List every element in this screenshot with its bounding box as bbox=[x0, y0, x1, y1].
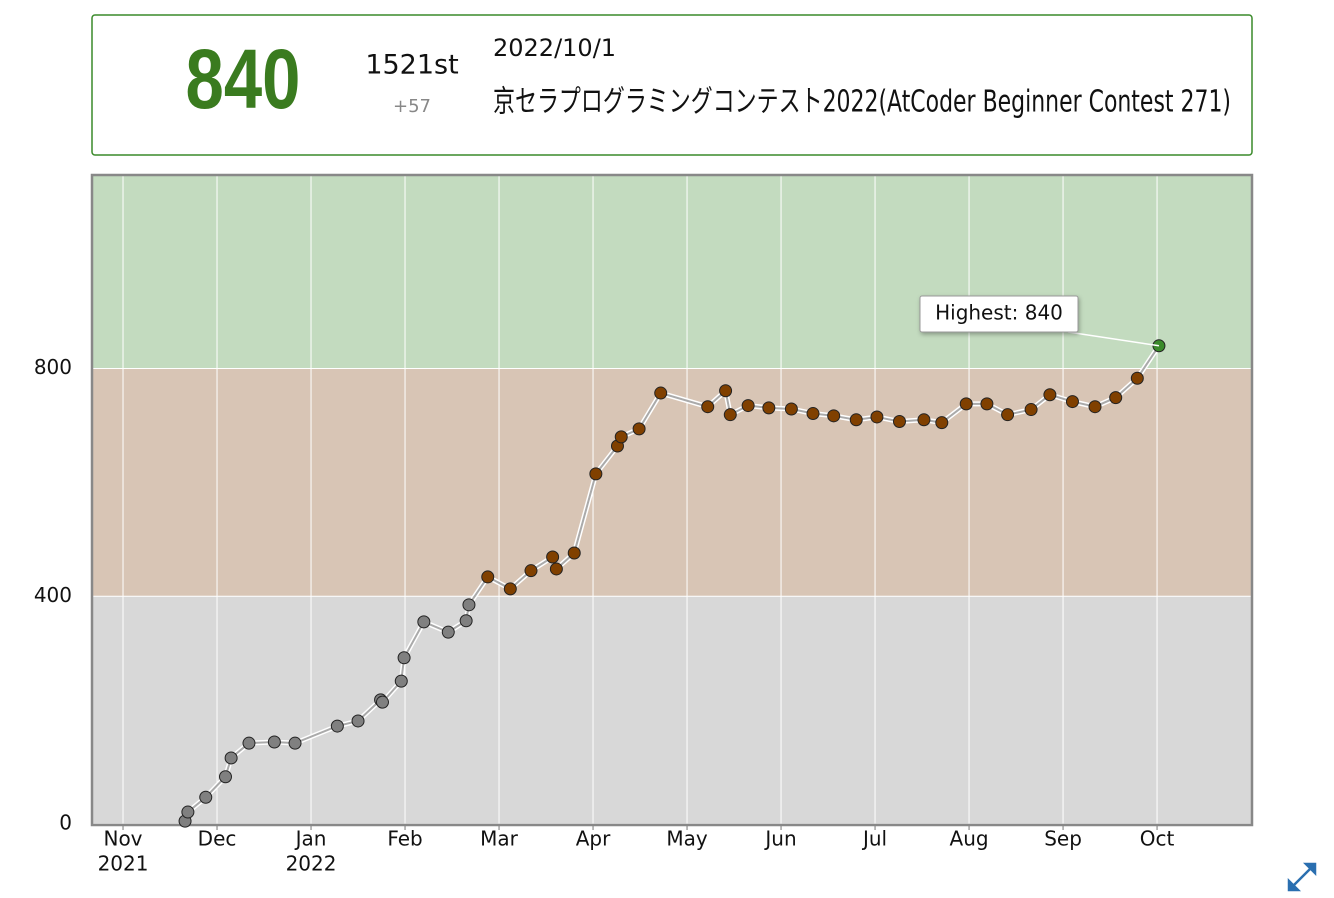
rating-point bbox=[199, 790, 213, 804]
rating-point bbox=[397, 651, 411, 665]
rating-point bbox=[394, 674, 408, 688]
y-tick-label: 800 bbox=[34, 355, 72, 379]
rating-point bbox=[242, 736, 256, 750]
rating-point bbox=[567, 546, 581, 560]
contest-name: 京セラプログラミングコンテスト2022(AtCoder Beginner Con… bbox=[493, 85, 1231, 120]
rating-point bbox=[462, 598, 476, 612]
rating-point bbox=[224, 751, 238, 765]
rating-point bbox=[441, 625, 455, 639]
rating-point bbox=[827, 409, 841, 423]
rating-point bbox=[741, 399, 755, 413]
rating-point bbox=[1065, 395, 1079, 409]
x-tick-label: Mar bbox=[480, 827, 519, 851]
x-tick-label: Nov bbox=[103, 827, 142, 851]
annotation-text: Highest: 840 bbox=[935, 301, 1063, 325]
rating-point bbox=[1109, 391, 1123, 405]
status-box bbox=[91, 14, 1253, 156]
x-tick-label: Dec bbox=[198, 827, 237, 851]
rating-point bbox=[503, 582, 517, 596]
x-tick-label: Feb bbox=[387, 827, 422, 851]
rating-point bbox=[723, 408, 737, 422]
x-tick-label: Jun bbox=[763, 827, 796, 851]
annotation-box bbox=[919, 295, 1079, 333]
rating-point bbox=[351, 714, 365, 728]
rating: 840 bbox=[186, 33, 301, 127]
contest-date: 2022/10/1 bbox=[493, 34, 616, 62]
x-tick-label: Jul bbox=[861, 827, 887, 851]
rating-point bbox=[1088, 400, 1102, 414]
x-tick-label: Sep bbox=[1044, 827, 1082, 851]
rating-band bbox=[92, 175, 1252, 369]
rating-point bbox=[719, 384, 733, 398]
rating-point bbox=[654, 386, 668, 400]
rating-point bbox=[481, 570, 495, 584]
rating-point bbox=[784, 402, 798, 416]
x-tick-label: May bbox=[666, 827, 708, 851]
rating-point bbox=[614, 430, 628, 444]
rating-point bbox=[524, 564, 538, 578]
rating-diff: +57 bbox=[393, 96, 431, 117]
rating-band bbox=[92, 596, 1252, 824]
rating-point bbox=[917, 413, 931, 427]
rating-point bbox=[1130, 371, 1144, 385]
rating-point bbox=[267, 735, 281, 749]
plot: 0 400 800 Nov Dec Jan Feb Mar Apr May Jun Jul Aug Sep… bbox=[34, 173, 1254, 876]
expand-icon[interactable] bbox=[1287, 862, 1317, 892]
rating-point bbox=[892, 415, 906, 429]
rating-point bbox=[288, 736, 302, 750]
x-year-label: 2021 bbox=[98, 852, 149, 876]
rating-point bbox=[935, 416, 949, 430]
rating-point bbox=[181, 805, 195, 819]
rating-point bbox=[762, 401, 776, 415]
rating-point bbox=[417, 615, 431, 629]
x-tick-label: Jan bbox=[294, 827, 327, 851]
x-year-label: 2022 bbox=[286, 852, 337, 876]
rating-point bbox=[330, 719, 344, 733]
x-tick-label: Aug bbox=[950, 827, 989, 851]
rating-point bbox=[1024, 403, 1038, 417]
rating-point bbox=[589, 467, 603, 481]
rating-point bbox=[806, 407, 820, 421]
rating-point bbox=[849, 413, 863, 427]
rating-point bbox=[701, 400, 715, 414]
y-tick-label: 0 bbox=[59, 811, 72, 835]
rank: 1521st bbox=[365, 50, 458, 81]
plot-frame bbox=[90, 173, 1254, 827]
rating-point bbox=[959, 397, 973, 411]
rating-point bbox=[375, 695, 389, 709]
rating-point bbox=[632, 422, 646, 436]
y-tick-label: 400 bbox=[34, 583, 72, 607]
x-tick-label: Oct bbox=[1140, 827, 1175, 851]
rating-band bbox=[92, 368, 1252, 597]
rating-point bbox=[1043, 388, 1057, 402]
rating-point bbox=[1001, 408, 1015, 422]
rating-point bbox=[980, 397, 994, 411]
rating-point bbox=[549, 562, 563, 576]
rating-point bbox=[546, 550, 560, 564]
rating-point bbox=[870, 410, 884, 424]
rating-point bbox=[218, 770, 232, 784]
annotation-leader bbox=[1067, 331, 1160, 347]
x-tick-label: Apr bbox=[576, 827, 611, 851]
rating-point bbox=[459, 614, 473, 628]
